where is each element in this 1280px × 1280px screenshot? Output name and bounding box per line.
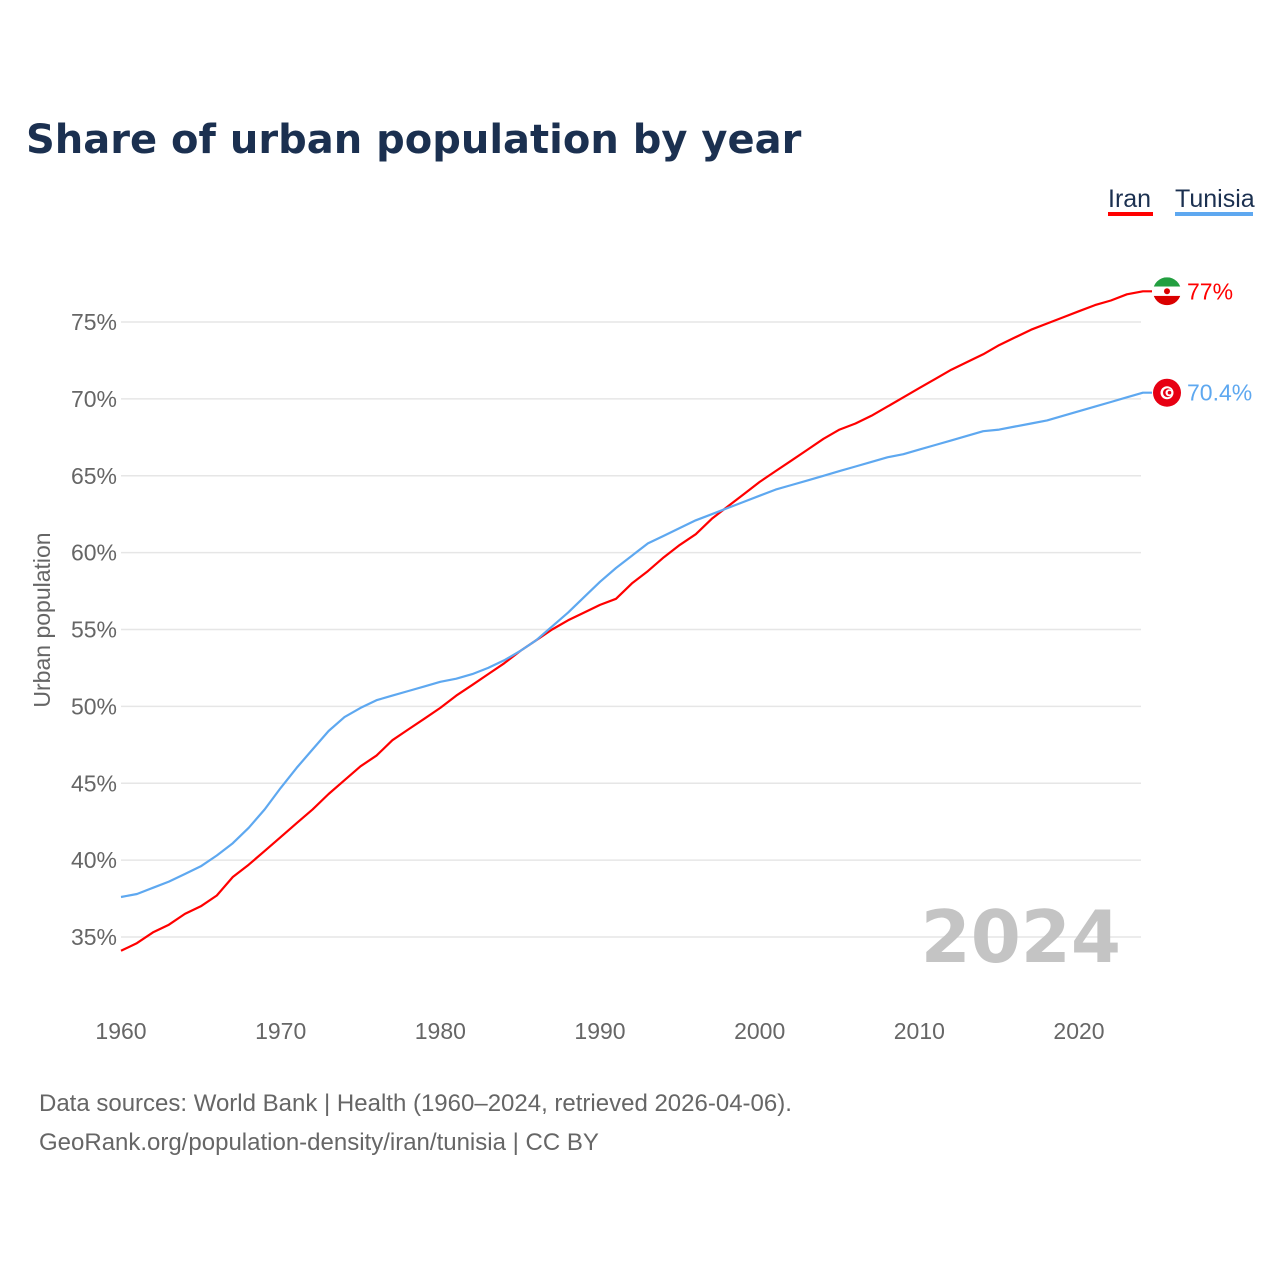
y-tick-label: 65% — [71, 463, 117, 489]
x-tick-label: 1980 — [415, 1018, 466, 1044]
gridlines — [121, 321, 1141, 938]
y-axis-label: Urban population — [29, 532, 55, 707]
legend-label: Iran — [1108, 185, 1151, 213]
series-line-tunisia — [120, 391, 1152, 899]
legend: Iran Tunisia — [1108, 185, 1255, 216]
series-end-labels: 77% 70.4% — [1153, 277, 1252, 407]
year-watermark: 2024 — [921, 895, 1121, 979]
legend-swatch — [1108, 212, 1153, 216]
legend-label: Tunisia — [1175, 185, 1255, 213]
x-tick-label: 1990 — [574, 1018, 625, 1044]
legend-swatch — [1175, 212, 1253, 216]
y-tick-label: 55% — [71, 617, 117, 643]
legend-item-tunisia[interactable]: Tunisia — [1175, 185, 1255, 216]
x-tick-label: 1960 — [95, 1018, 146, 1044]
x-tick-label: 2010 — [894, 1018, 945, 1044]
y-tick-label: 50% — [71, 693, 117, 719]
x-tick-label: 2020 — [1053, 1018, 1104, 1044]
x-tick-label: 2000 — [734, 1018, 785, 1044]
tunisia-flag-icon — [1153, 378, 1181, 407]
x-axis-ticks: 1960 1970 1980 1990 2000 2010 2020 — [95, 1018, 1104, 1044]
y-tick-label: 70% — [71, 386, 117, 412]
series-line-iran — [120, 290, 1152, 952]
y-tick-label: 35% — [71, 924, 117, 950]
series-lines — [120, 290, 1152, 952]
x-tick-label: 1970 — [255, 1018, 306, 1044]
y-tick-label: 75% — [71, 309, 117, 335]
y-tick-label: 45% — [71, 770, 117, 796]
end-label-tunisia: 70.4% — [1187, 380, 1252, 406]
y-tick-label: 60% — [71, 540, 117, 566]
iran-flag-icon — [1153, 277, 1181, 306]
footer-attribution[interactable]: GeoRank.org/population-density/iran/tuni… — [39, 1129, 599, 1156]
end-label-iran: 77% — [1187, 278, 1233, 304]
chart-title: Share of urban population by year — [26, 117, 802, 163]
legend-item-iran[interactable]: Iran — [1108, 185, 1153, 216]
y-tick-label: 40% — [71, 847, 117, 873]
y-axis-ticks: 35% 40% 45% 50% 55% 60% 65% 70% 75% — [71, 309, 117, 950]
footer-sources: Data sources: World Bank | Health (1960–… — [39, 1090, 792, 1117]
